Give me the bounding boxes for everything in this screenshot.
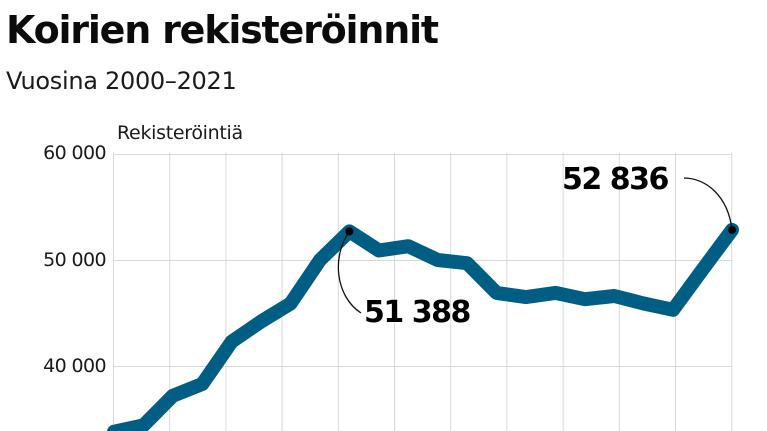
chart-subtitle: Vuosina 2000–2021 <box>6 67 237 95</box>
data-point-marker-2021 <box>728 225 736 234</box>
annotation-leader-2021 <box>683 177 733 231</box>
chart-title: Koirien rekisteröinnit <box>6 8 439 52</box>
annotation-label-2008: 51 388 <box>364 295 471 330</box>
y-tick-50000: 50 000 <box>43 249 106 271</box>
data-point-marker-2008 <box>345 227 354 236</box>
annotation-label-2021: 52 836 <box>562 162 669 197</box>
y-axis-label: Rekisteröintiä <box>117 122 243 144</box>
y-tick-40000: 40 000 <box>43 355 106 377</box>
y-tick-60000: 60 000 <box>43 142 106 164</box>
registrations-line <box>107 222 739 431</box>
annotation-leader-2008 <box>337 231 362 314</box>
